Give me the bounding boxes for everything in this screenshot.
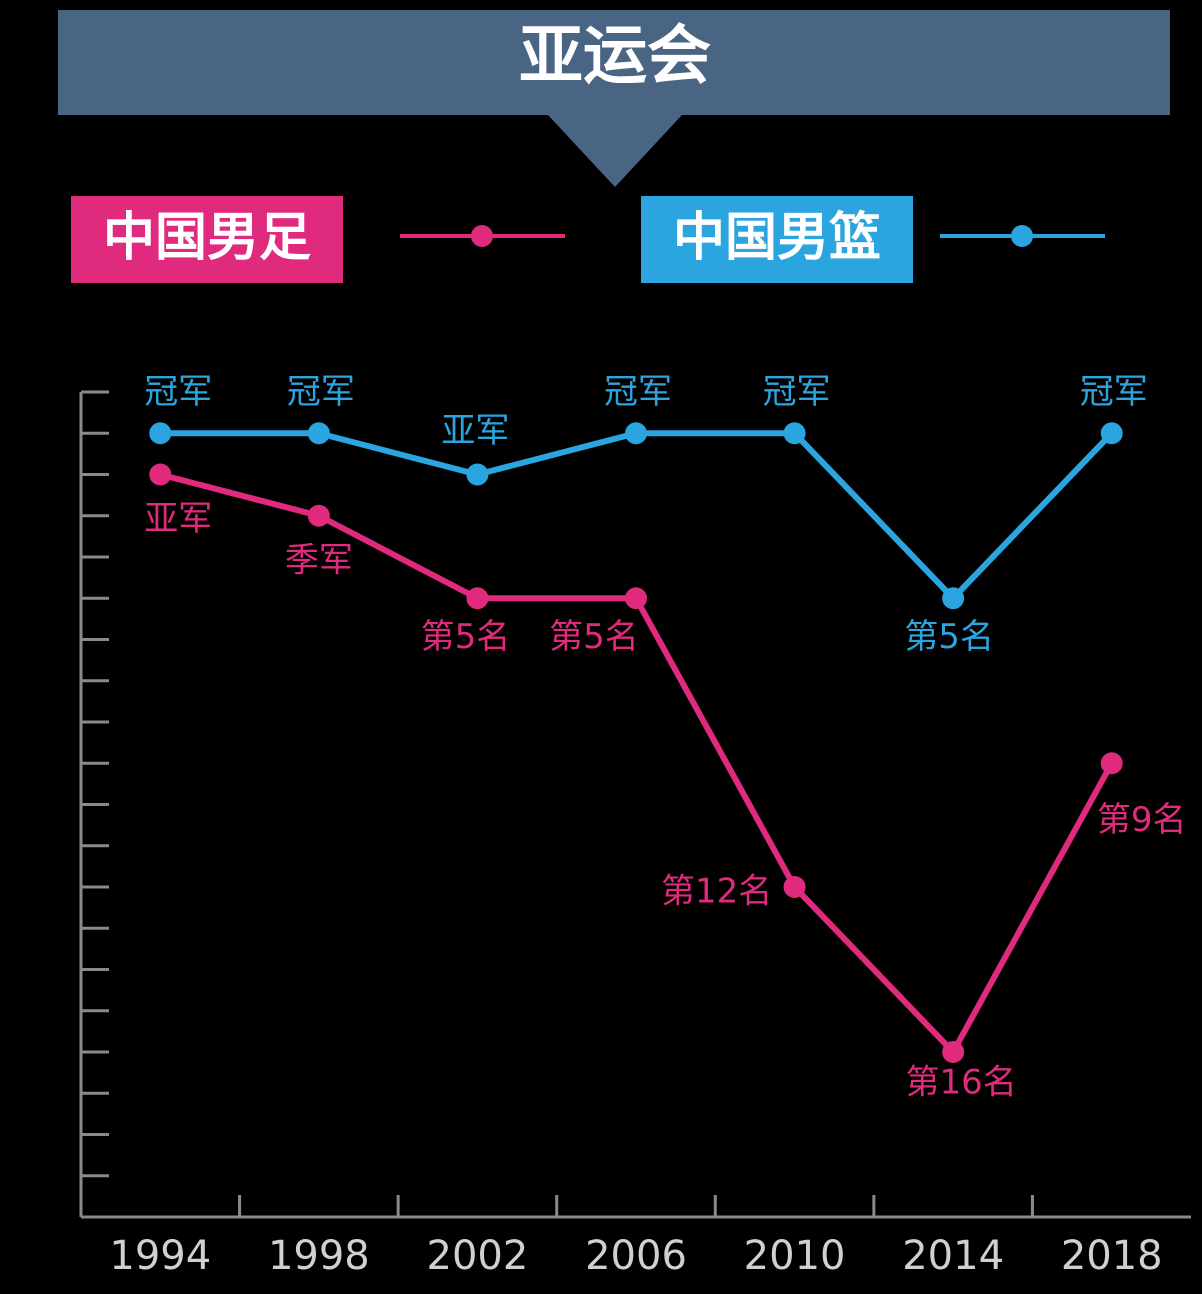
data-label: 第5名 — [421, 617, 511, 657]
data-point — [149, 463, 172, 486]
legend-marker — [1011, 225, 1033, 247]
x-tick-label: 2018 — [1061, 1233, 1163, 1279]
data-label: 第12名 — [661, 872, 772, 912]
data-label: 冠军 — [1080, 372, 1148, 412]
title-banner — [58, 10, 1170, 187]
data-point — [942, 587, 965, 610]
x-tick-label: 2010 — [744, 1233, 846, 1279]
data-label: 冠军 — [144, 372, 212, 412]
x-tick-label: 2002 — [427, 1233, 529, 1279]
data-point — [783, 876, 806, 898]
data-point — [466, 463, 489, 486]
data-point — [307, 504, 330, 527]
data-point — [1100, 752, 1123, 775]
data-label: 第5名 — [904, 617, 994, 657]
data-label: 第5名 — [549, 617, 639, 657]
x-tick-label: 2014 — [902, 1233, 1004, 1279]
data-point — [783, 422, 806, 445]
data-label: 冠军 — [287, 372, 355, 412]
data-point — [466, 587, 489, 610]
data-point — [307, 422, 330, 445]
x-tick-label: 1998 — [268, 1233, 370, 1279]
data-point — [1100, 422, 1123, 445]
x-tick-label: 1994 — [109, 1233, 211, 1279]
data-point — [625, 587, 647, 610]
legend-box — [71, 196, 343, 283]
data-label: 第16名 — [906, 1063, 1017, 1103]
legend-marker — [471, 225, 493, 247]
data-label: 冠军 — [604, 372, 672, 412]
data-point — [149, 422, 172, 445]
legend-label: 中国男篮 — [673, 208, 881, 268]
legend-label: 中国男足 — [103, 208, 311, 268]
data-label: 亚军 — [144, 499, 212, 539]
data-point — [625, 422, 647, 445]
data-point — [942, 1041, 965, 1063]
x-tick-label: 2006 — [585, 1233, 687, 1279]
legend-box — [641, 196, 913, 283]
data-label: 冠军 — [763, 372, 831, 412]
data-label: 亚军 — [441, 411, 509, 451]
data-label: 第9名 — [1097, 800, 1187, 840]
chart-title: 亚运会 — [519, 20, 711, 94]
data-label: 季军 — [285, 540, 353, 580]
